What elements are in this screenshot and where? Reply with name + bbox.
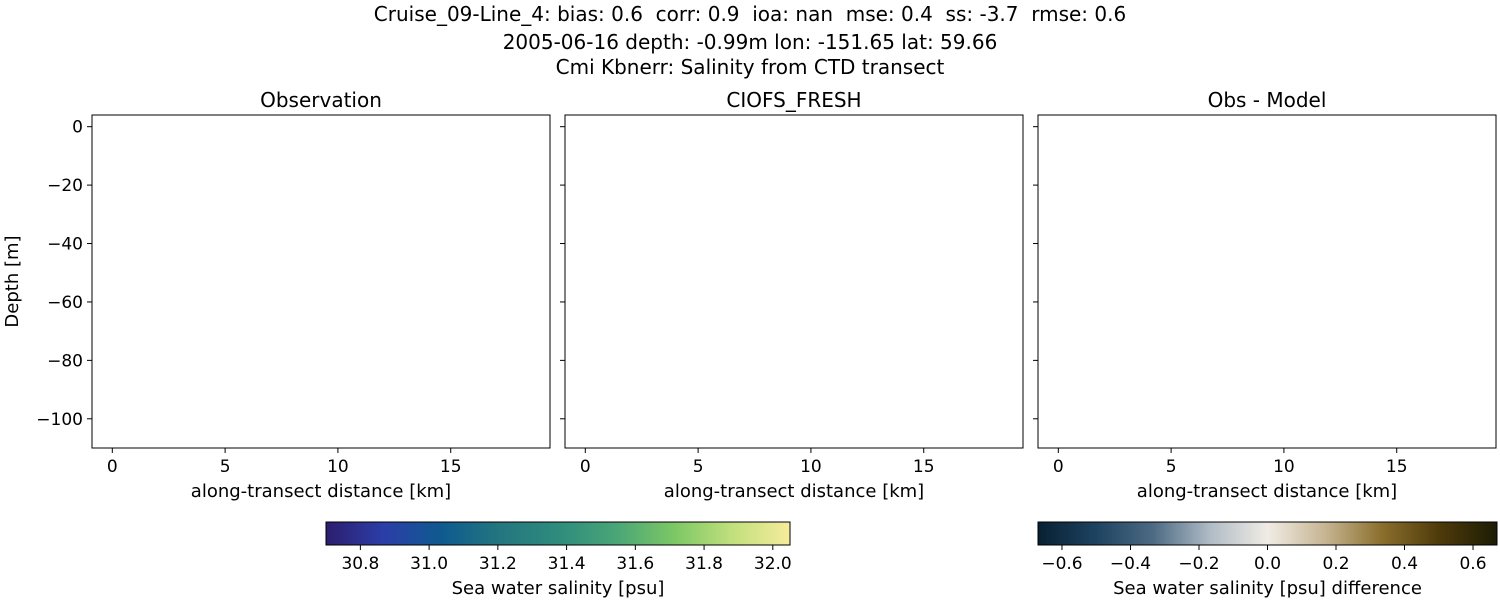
figure-title-line-2: 2005-06-16 depth: -0.99m lon: -151.65 la… — [502, 30, 998, 54]
y-tick-label: −80 — [47, 351, 83, 371]
y-tick-label: −60 — [47, 293, 83, 313]
x-tick-label: 15 — [913, 457, 935, 477]
panel-2: CIOFS_FRESH 0 5 10 15 along-transect distance… — [560, 88, 1024, 502]
x-tick-label: 10 — [327, 457, 349, 477]
panel-3: Obs - Model 0 5 10 15 along-transect distance… — [1033, 88, 1497, 502]
colorbar-gradient — [325, 521, 791, 546]
panels-layer: Observation 0 5 10 15 along-transect distance… — [2, 88, 1497, 502]
axes-frame — [564, 114, 1024, 449]
axes-frame — [1037, 114, 1497, 449]
colorbar-tick-label: 0.2 — [1322, 554, 1349, 574]
colorbar-tick-label: 0.6 — [1459, 554, 1486, 574]
colorbar-tick-label: 31.8 — [685, 554, 723, 574]
figure-title-line-3: Cmi Kbnerr: Salinity from CTD transect — [555, 55, 945, 79]
colorbar-tick-label: 0.4 — [1391, 554, 1418, 574]
panel-1-data — [108, 131, 536, 434]
colorbars-layer: 30.8 31.0 31.2 31.4 31.6 31.8 32.0 Sea water sa… — [325, 521, 1498, 599]
x-tick-label: 0 — [580, 457, 591, 477]
axes-frame — [91, 114, 551, 449]
x-tick-label: 15 — [440, 457, 462, 477]
panel-1: Observation 0 5 10 15 along-transect distance… — [2, 88, 551, 502]
colorbar-tick-label: 31.4 — [548, 554, 586, 574]
x-tick-label: 5 — [693, 457, 704, 477]
colorbar-tick-label: 31.0 — [410, 554, 448, 574]
colorbar-label: Sea water salinity [psu] — [452, 578, 665, 599]
colorbar-tick-label: 32.0 — [754, 554, 792, 574]
colorbar-tick-label: −0.2 — [1178, 554, 1219, 574]
colorbar-tick-label: 31.6 — [616, 554, 654, 574]
colorbar-tick-label: −0.4 — [1110, 554, 1151, 574]
colorbar-tick-label: 31.2 — [479, 554, 517, 574]
panel-title: CIOFS_FRESH — [726, 88, 861, 112]
panel-title: Obs - Model — [1208, 88, 1327, 112]
colorbar-1: 30.8 31.0 31.2 31.4 31.6 31.8 32.0 Sea water sa… — [325, 521, 792, 599]
x-tick-label: 0 — [107, 457, 118, 477]
y-axis-label: Depth [m] — [2, 235, 23, 327]
x-tick-label: 5 — [220, 457, 231, 477]
x-axis-label: along-transect distance [km] — [191, 481, 451, 502]
x-tick-label: 10 — [800, 457, 822, 477]
x-tick-label: 15 — [1386, 457, 1408, 477]
panel-3-data — [1137, 122, 1482, 448]
colorbar-label: Sea water salinity [psu] difference — [1113, 578, 1422, 599]
colorbar-tick-label: 0.0 — [1254, 554, 1281, 574]
panel-2-data — [664, 131, 1009, 434]
colorbar-gradient — [1037, 521, 1498, 546]
x-tick-label: 5 — [1166, 457, 1177, 477]
colorbar-2: −0.6 −0.4 −0.2 0.0 0.2 0.4 0.6 Sea water salini… — [1037, 521, 1498, 599]
x-axis-label: along-transect distance [km] — [664, 481, 924, 502]
y-tick-label: −20 — [47, 176, 83, 196]
x-tick-label: 10 — [1273, 457, 1295, 477]
colorbar-tick-label: 30.8 — [341, 554, 379, 574]
x-tick-label: 0 — [1053, 457, 1064, 477]
panel-title: Observation — [260, 88, 382, 112]
colorbar-tick-label: −0.6 — [1041, 554, 1082, 574]
figure-title-line-1: Cruise_09-Line_4: bias: 0.6 corr: 0.9 io… — [373, 2, 1127, 26]
x-axis-label: along-transect distance [km] — [1137, 481, 1397, 502]
y-tick-label: −40 — [47, 235, 83, 255]
y-tick-label: 0 — [72, 118, 83, 138]
y-tick-label: −100 — [36, 410, 83, 430]
